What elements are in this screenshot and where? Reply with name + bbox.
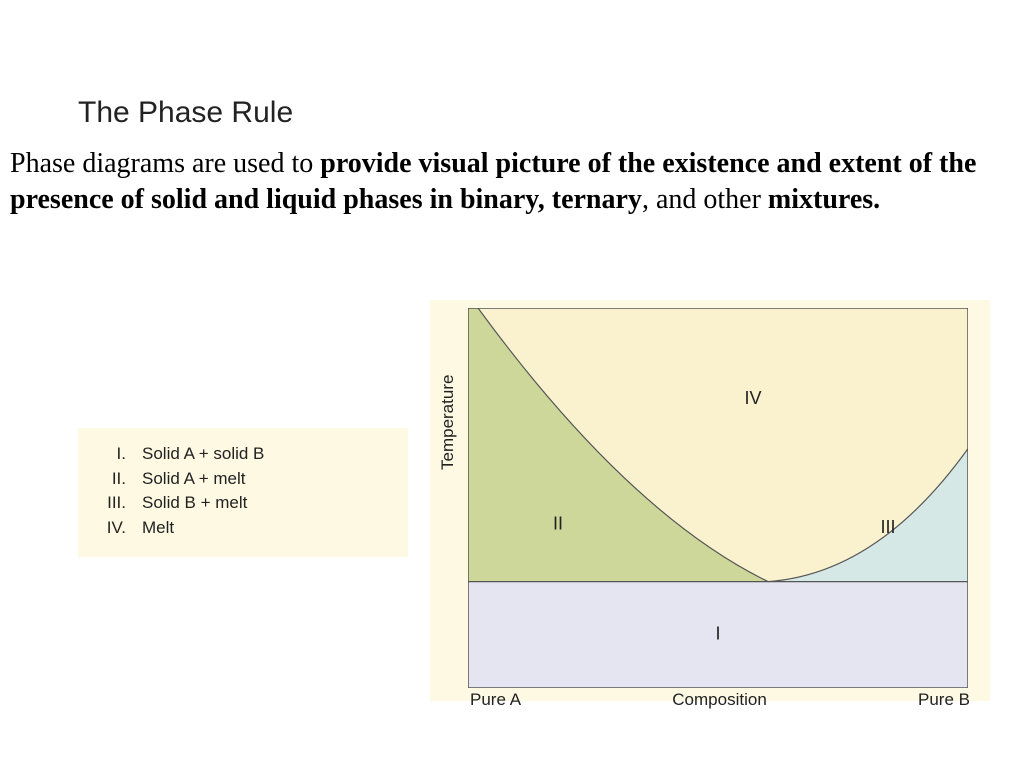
legend-numeral: II. xyxy=(96,467,142,492)
legend-label: Solid A + melt xyxy=(142,467,245,492)
legend-row: II.Solid A + melt xyxy=(96,467,390,492)
phase-diagram: IIIIIIIV xyxy=(430,300,990,701)
x-label-left: Pure A xyxy=(470,690,521,710)
legend-numeral: IV. xyxy=(96,516,142,541)
region-label-III: III xyxy=(880,517,895,537)
legend-row: I.Solid A + solid B xyxy=(96,442,390,467)
body-paragraph: Phase diagrams are used to provide visua… xyxy=(10,146,990,218)
body-plain-1: Phase diagrams are used to xyxy=(10,148,320,179)
legend-row: IV.Melt xyxy=(96,516,390,541)
legend-label: Melt xyxy=(142,516,174,541)
legend-numeral: I. xyxy=(96,442,142,467)
x-axis-labels: Pure A Composition Pure B xyxy=(470,690,970,710)
legend-row: III.Solid B + melt xyxy=(96,491,390,516)
region-label-I: I xyxy=(715,624,720,644)
x-label-right: Pure B xyxy=(918,690,970,710)
region-label-II: II xyxy=(553,513,563,533)
legend-box: I.Solid A + solid BII.Solid A + meltIII.… xyxy=(78,428,408,557)
region-label-IV: IV xyxy=(744,388,761,408)
body-bold-2: mixtures. xyxy=(768,184,880,215)
legend-label: Solid A + solid B xyxy=(142,442,264,467)
phase-diagram-svg: IIIIIIIV xyxy=(468,308,968,688)
page-title: The Phase Rule xyxy=(78,96,293,130)
y-axis-label: Temperature xyxy=(438,375,458,470)
x-label-center: Composition xyxy=(672,690,767,710)
body-plain-2: , and other xyxy=(642,184,768,215)
legend-numeral: III. xyxy=(96,491,142,516)
legend-label: Solid B + melt xyxy=(142,491,247,516)
